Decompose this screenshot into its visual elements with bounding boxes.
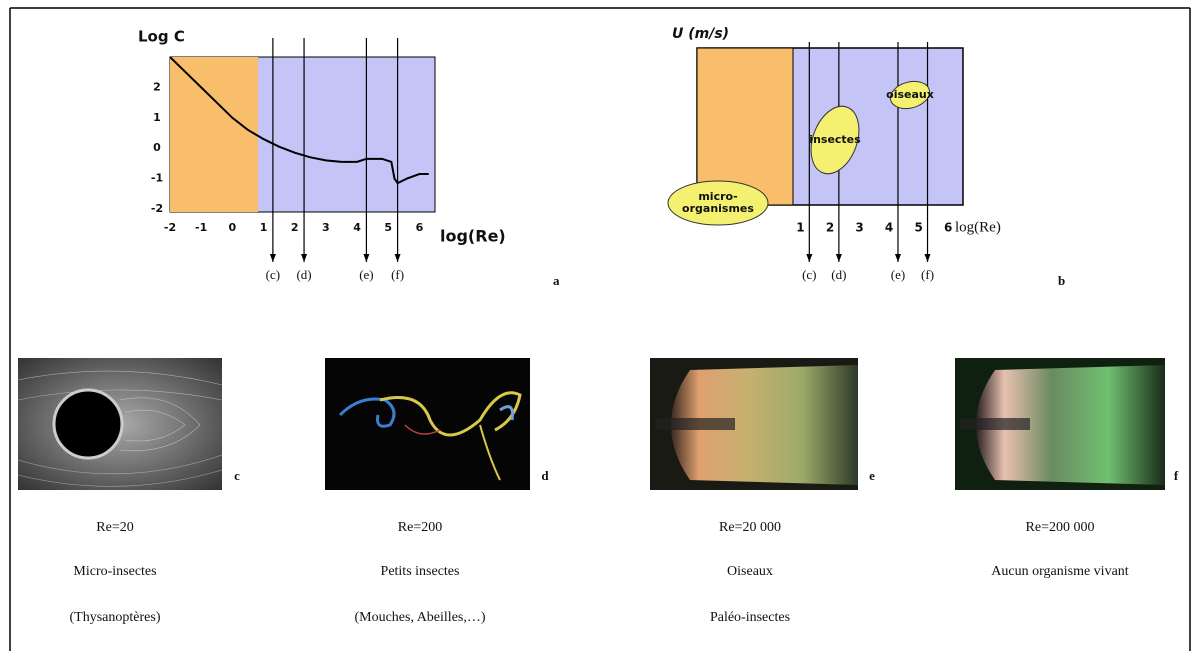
marker-label: (c) [266,267,280,282]
x-tick-label: 2 [291,221,299,234]
arrow-head [363,254,369,262]
reynolds-number: Re=200 [398,520,442,535]
arrow-head [836,254,842,262]
caption-line: Petits insectes [381,564,460,579]
image-letter: d [541,468,549,483]
photo-c [18,358,222,490]
x-tick-label: 0 [229,221,237,234]
y-tick-label: -2 [151,202,163,215]
arrow-head [925,254,931,262]
marker-label: (d) [831,267,846,282]
caption-line: (Mouches, Abeilles,…) [354,610,485,625]
marker-label: (e) [359,267,373,282]
reynolds-number: Re=200 000 [1026,520,1095,535]
x-tick-label: 5 [384,221,392,234]
photo-d [325,358,530,490]
group-label: oiseaux [886,88,934,101]
x-tick-label: 6 [944,221,952,235]
caption-line: Aucun organisme vivant [991,564,1128,579]
x-tick-label: 5 [914,221,922,235]
reynolds-number: Re=20 000 [719,520,781,535]
x-tick-label: 1 [260,221,268,234]
x-tick-label: 3 [855,221,863,235]
panel-letter: a [553,273,560,288]
x-tick-label: 1 [796,221,804,235]
group-label: insectes [809,133,861,146]
figure: -2-10123456210-1-2Log Cxlog(Re)(c)(d)(e)… [0,0,1198,651]
photo-f [955,358,1165,490]
caption-line: Paléo-insectes [710,610,790,625]
panel-letter: b [1058,273,1065,288]
marker-label: (c) [802,267,816,282]
caption-line: Oiseaux [727,564,773,579]
x-tick-label: -1 [195,221,207,234]
stokes-zone [170,57,258,212]
x-tick-label: 2 [826,221,834,235]
y-tick-label: 0 [153,141,161,154]
x-tick-label: 3 [322,221,330,234]
x-tick-label: 4 [353,221,361,234]
image-letter: e [869,468,875,483]
marker-label: (e) [891,267,905,282]
x-label: log(Re) [955,219,1001,235]
x-tick-label: -2 [164,221,176,234]
x-tick-label: 6 [416,221,424,234]
arrow-head [270,254,276,262]
caption-line: (Thysanoptères) [70,610,161,625]
arrow-head [301,254,307,262]
arrow-head [895,254,901,262]
photo-e [650,358,858,490]
y-tick-label: 1 [153,111,161,124]
x-tick-label: 4 [885,221,893,235]
image-letter: c [234,468,240,483]
y-tick-label: 2 [153,80,161,93]
marker-label: (d) [296,267,311,282]
y-label: Log C [138,28,185,46]
y-label: U (m/s) [672,26,729,42]
reynolds-number: Re=20 [96,520,133,535]
marker-label: (f) [921,267,934,282]
marker-label: (f) [391,267,404,282]
arrow-head [806,254,812,262]
y-tick-label: -1 [151,172,163,185]
image-letter: f [1174,468,1179,483]
arrow-head [395,254,401,262]
x-label: log(Re) [440,227,506,246]
caption-line: Micro-insectes [73,564,156,579]
images: c Re=20 Micro-insectes (Thysanoptères) d Re=2… [18,358,1179,625]
